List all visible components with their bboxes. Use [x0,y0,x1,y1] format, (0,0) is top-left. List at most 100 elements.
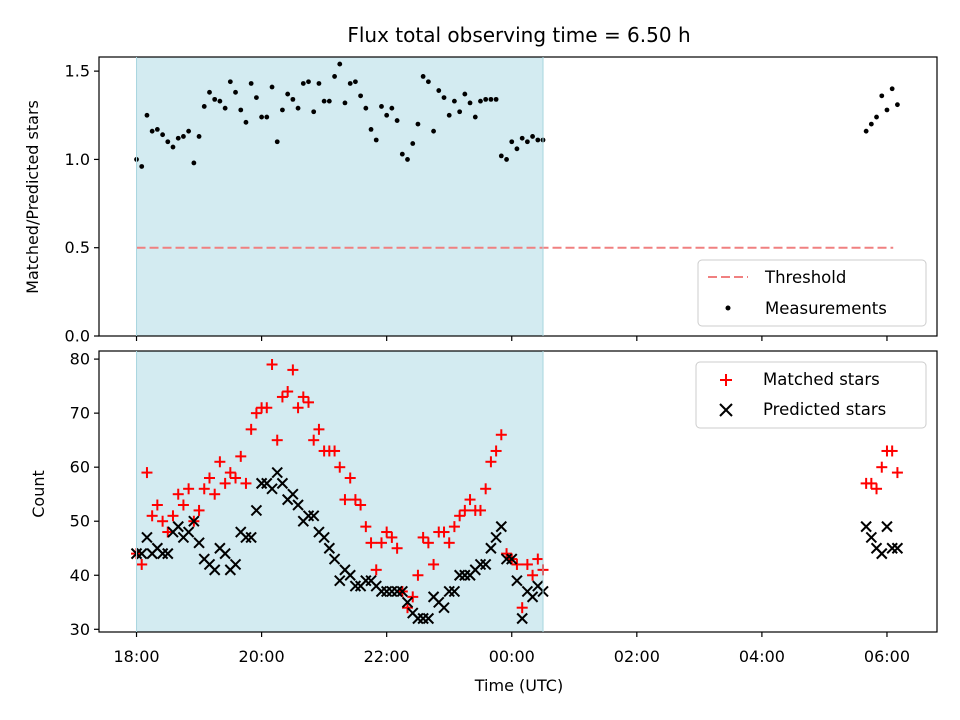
measurement-point [259,114,264,120]
predicted-star-point [349,580,362,592]
count-y-tick-label: 30 [70,620,90,639]
matched-star-point [480,483,492,495]
measurement-point [337,61,343,67]
matched-star-point [230,472,242,484]
predicted-star-point [172,520,184,533]
predicted-star-point [193,537,205,549]
matched-star-point [412,569,424,581]
predicted-star-point [490,531,502,544]
predicted-star-point [860,520,872,533]
count-y-ticks: 30 40 50 60 70 80 [70,350,99,639]
predicted-star-point [495,520,508,533]
predicted-star-point [511,574,523,587]
matched-star-point [282,386,294,398]
measurement-point [472,114,478,120]
predicted-star-point [229,558,242,571]
measurement-point [451,98,457,104]
ratio-y-tick-label: 1.5 [65,62,90,81]
predicted-star-point [881,520,893,533]
matched-star-point [261,402,273,414]
measurement-point [368,126,374,132]
measurement-point [347,81,353,86]
matched-star-point [448,521,460,533]
matched-star-point [276,391,288,403]
ratio-panel: 0.0 0.5 1.0 1.5 Matched/Predicted stars Thr… [23,56,938,346]
matched-star-point [136,558,148,570]
matched-star-point [474,504,486,516]
predicted-star-point [219,547,231,560]
measurement-point [467,100,473,106]
measurement-point [895,102,900,108]
legend-matched-swatch [720,374,732,386]
predicted-star-point [276,477,289,490]
predicted-star-point [526,591,539,603]
matched-star-point [177,499,189,511]
predicted-star-point [182,526,195,538]
x-axis-label: Time (UTC) [474,676,563,695]
predicted-star-point [334,574,346,587]
ratio-panel-frame [98,56,938,337]
measurement-point [300,81,306,86]
measurement-point [326,98,332,104]
matched-star-point [865,477,877,489]
measurement-point [332,74,337,79]
ratio-y-tick-label: 1.0 [65,150,90,169]
predicted-star-point [162,547,174,560]
measurement-point [248,81,254,86]
count-y-tick-label: 60 [70,458,90,477]
measurement-point [217,98,223,104]
matched-star-point [386,531,398,543]
measurement-point [509,139,515,145]
matched-star-point [240,477,252,489]
matched-star-point [271,434,283,446]
matched-star-point [198,483,210,495]
matched-star-point [193,504,205,516]
x-tick-label: 22:00 [364,647,410,666]
predicted-star-point [479,558,492,571]
measurement-point [233,89,238,95]
x-tick-label: 06:00 [864,647,910,666]
measurement-point [139,164,145,169]
matched-star-point [355,499,367,511]
predicted-star-point [453,569,466,581]
count-panel: 30 40 50 60 70 80 18:00 20:00 22:00 00:00 02:00 04… [29,350,938,695]
predicted-star-point [245,531,257,544]
x-tick-label: 20:00 [239,647,285,666]
count-y-tick-label: 80 [70,350,90,369]
matched-star-point [313,423,325,435]
matched-star-points [131,359,903,614]
predicted-star-point [240,531,252,544]
measurement-point [493,96,499,102]
matched-star-point [224,467,236,479]
matched-star-point [266,359,278,371]
matched-star-point [349,494,361,506]
measurement-point [483,96,489,102]
predicted-star-point [266,483,278,495]
chart-title: Flux total observing time = 6.50 h [347,23,690,47]
measurement-point [462,91,468,97]
x-tick-label: 02:00 [614,647,660,666]
measurement-point [238,107,244,113]
matched-star-point [391,542,403,554]
x-tick-label: 18:00 [113,647,159,666]
measurement-point [295,105,301,111]
measurement-point [514,146,520,152]
measurement-point [889,86,895,92]
predicted-star-point [375,585,388,598]
measurement-point [290,96,296,102]
measurement-point [405,157,410,162]
predicted-star-point [360,574,372,587]
matched-star-point [162,526,174,538]
matched-star-point [485,456,497,468]
measurement-point [196,134,202,139]
predicted-star-point [448,585,461,598]
measurement-point [154,126,160,132]
matched-star-point [365,537,377,549]
legend-predicted-label: Predicted stars [763,400,886,419]
count-y-tick-label: 50 [70,512,90,531]
matched-star-point [297,391,309,403]
measurement-point [175,135,181,141]
predicted-star-point [865,531,878,544]
measurement-point [457,109,463,115]
